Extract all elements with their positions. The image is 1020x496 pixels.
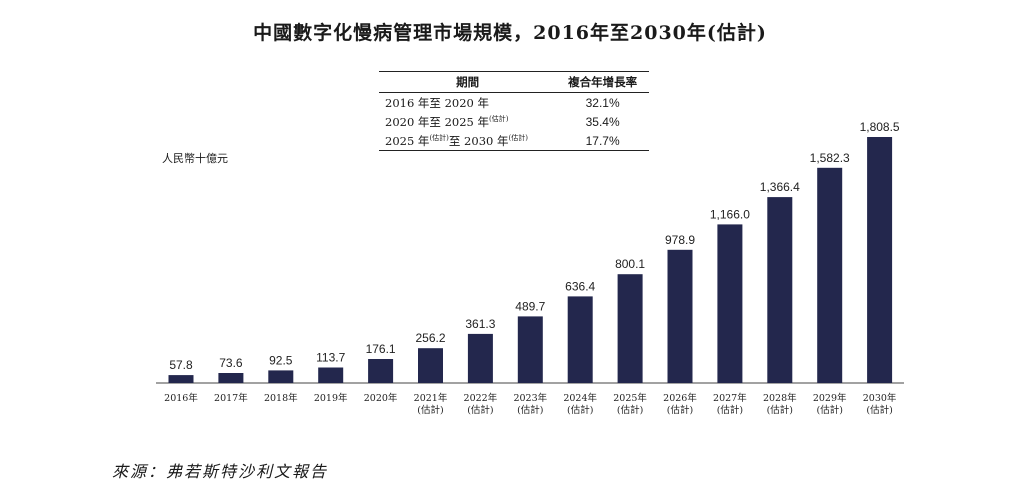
x-tick-note: (估計) [767,404,793,416]
x-tick-label: 2019年 [314,392,348,404]
bar [467,333,493,383]
cagr-rate: 17.7% [556,131,649,151]
cagr-period: 2016 年至 2020 年 [379,93,556,113]
cagr-table-header-row: 期間 複合年增長率 [379,71,649,93]
bar [617,274,643,383]
data-label: 1,166.0 [710,207,750,221]
cagr-period-mid: 至 2030 年 [448,133,509,148]
cagr-rate: 35.4% [585,114,620,129]
x-tick-note: (估計) [816,404,842,416]
data-label: 361.3 [465,317,495,331]
data-label: 636.4 [565,279,595,293]
cagr-period: 2025 年(估計)至 2030 年(估計) [379,131,557,151]
x-tick-label: 2030年 [863,392,897,404]
x-tick-label: 2021年 [414,392,448,404]
cagr-rate: 32.1% [585,95,620,110]
x-tick-label: 2017年 [214,392,248,404]
x-tick-label: 2024年 [563,392,597,404]
bar [418,348,443,383]
x-tick-label: 2028年 [763,392,797,404]
data-label: 1,808.5 [860,120,900,134]
bar [318,367,344,383]
bar [218,373,244,383]
chart-title: 中國數字化慢病管理市場規模，2016年至2030年(估計) [253,22,767,44]
data-label: 1,366.4 [760,180,800,194]
x-tick-label: 2027年 [713,392,747,404]
data-label: 73.6 [219,356,243,370]
data-label: 800.1 [615,257,645,271]
x-tick-note: (估計) [717,404,743,416]
x-tick-note: (估計) [417,404,443,416]
bar [717,224,743,383]
data-label: 113.7 [316,351,345,365]
data-label: 256.2 [415,331,445,345]
cagr-period-start: 2025 年 [385,133,430,148]
cagr-est-note: (估計) [429,133,449,142]
source-note: 來源：弗若斯特沙利文報告 [112,462,329,481]
bar [517,316,543,383]
data-label: 489.7 [515,299,545,313]
x-tick-label: 2026年 [663,392,697,404]
cagr-period-start: 2016 年至 2020 年 [385,95,489,110]
y-unit-label: 人民幣十億元 [162,152,228,165]
bar [368,359,394,383]
bar [268,370,294,383]
cagr-header-rate: 複合年增長率 [556,71,649,93]
x-tick-label: 2018年 [264,392,298,404]
x-tick-label: 2022年 [464,392,498,404]
bar [567,296,593,383]
cagr-row: 2020 年至 2025 年(估計) 35.4% [379,112,649,131]
data-label: 1,582.3 [810,151,850,165]
bar [767,197,793,383]
x-tick-note: (估計) [567,404,593,416]
x-tick-label: 2023年 [513,392,547,404]
cagr-table: 期間 複合年增長率 2016 年至 2020 年 32.1% 2020 年至 2… [379,71,649,151]
data-label: 176.1 [366,342,396,356]
bar [667,249,693,383]
x-tick-note: (估計) [467,404,493,416]
bar [817,167,843,383]
bar [168,375,194,383]
cagr-est-note: (估計) [508,133,528,142]
x-tick-note: (估計) [517,404,543,416]
x-tick-note: (估計) [866,404,892,416]
x-tick-label: 2029年 [813,392,847,404]
cagr-header-period: 期間 [379,71,557,93]
cagr-row: 2025 年(估計)至 2030 年(估計) 17.7% [379,131,649,151]
cagr-est-note: (估計) [489,114,509,123]
x-tick-label: 2025年 [613,392,647,404]
cagr-row: 2016 年至 2020 年 32.1% [379,93,649,113]
bar [867,137,893,383]
cagr-period: 2020 年至 2025 年(估計) [379,112,556,131]
x-tick-label: 2020年 [364,392,398,404]
x-tick-note: (估計) [617,404,643,416]
data-label: 978.9 [665,233,695,247]
cagr-period-start: 2020 年至 2025 年 [385,114,489,129]
data-label: 57.8 [169,358,193,372]
data-label: 92.5 [269,353,293,367]
x-tick-note: (估計) [667,404,693,416]
x-tick-label: 2016年 [164,392,198,404]
